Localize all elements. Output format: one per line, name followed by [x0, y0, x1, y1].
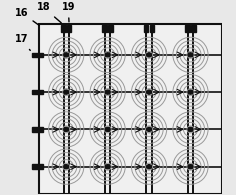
Bar [102, 25, 107, 33]
Text: 16: 16 [14, 8, 39, 25]
Bar [108, 25, 113, 33]
Bar [32, 127, 43, 132]
Circle shape [147, 53, 151, 57]
Circle shape [188, 165, 193, 169]
Circle shape [188, 53, 193, 57]
Circle shape [105, 165, 110, 169]
Circle shape [188, 90, 193, 94]
Bar [144, 25, 148, 33]
Circle shape [64, 53, 68, 57]
Bar [32, 53, 43, 57]
Text: 19: 19 [62, 2, 75, 22]
Bar [185, 25, 190, 33]
Circle shape [64, 127, 68, 131]
Bar [191, 25, 196, 33]
Bar [39, 24, 222, 194]
Bar [32, 90, 43, 94]
Text: 17: 17 [14, 35, 30, 51]
Circle shape [105, 90, 110, 94]
Bar [61, 25, 66, 33]
Circle shape [147, 127, 151, 131]
Bar [150, 25, 154, 33]
Bar [67, 25, 72, 33]
Circle shape [64, 165, 68, 169]
Bar [32, 164, 43, 169]
Circle shape [64, 90, 68, 94]
Circle shape [147, 90, 151, 94]
Circle shape [147, 165, 151, 169]
Text: 18: 18 [37, 2, 61, 23]
Circle shape [105, 127, 110, 131]
Circle shape [188, 127, 193, 131]
Circle shape [105, 53, 110, 57]
